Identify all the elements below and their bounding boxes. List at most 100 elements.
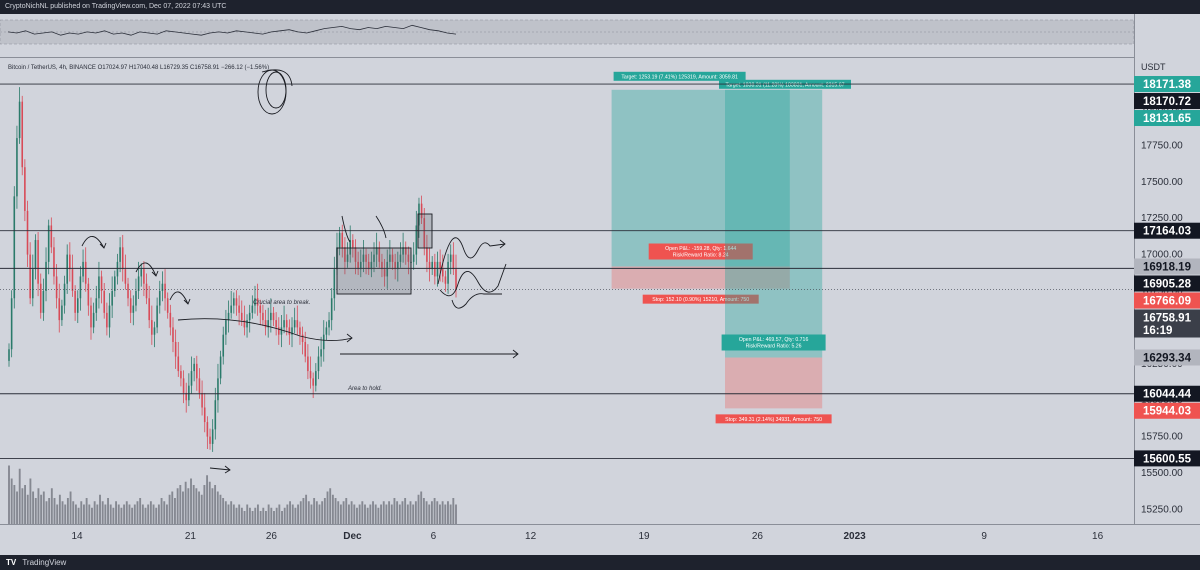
candle-body	[164, 283, 166, 299]
volume-bar	[139, 498, 142, 524]
candle-body	[185, 392, 188, 401]
volume-bar	[144, 507, 147, 524]
candle-body	[140, 269, 143, 277]
volume-bar	[160, 498, 163, 524]
candle-body	[214, 400, 217, 430]
candle-body	[315, 371, 317, 386]
x-tick-label: 6	[431, 531, 437, 542]
candle-body	[100, 276, 103, 291]
candle-body	[8, 349, 10, 361]
volume-bar	[417, 494, 420, 524]
candle-body	[10, 298, 13, 350]
volume-bar	[88, 504, 91, 524]
candle-body	[444, 276, 447, 284]
x-tick-label: 21	[185, 531, 197, 542]
curve-arrow	[177, 318, 353, 341]
volume-bar	[50, 488, 53, 524]
candle-body	[180, 371, 182, 379]
crucial-area-note: Crucial area to break.	[253, 300, 310, 306]
pl-badge	[648, 243, 753, 260]
candle-body	[116, 261, 119, 277]
volume-bar	[428, 504, 431, 524]
candle-body	[156, 305, 158, 328]
volume-bar	[198, 491, 200, 524]
candle-body	[193, 363, 195, 372]
volume-bar	[77, 507, 80, 524]
volume-bar	[64, 504, 67, 524]
candle-body	[344, 247, 346, 262]
volume-bar	[251, 511, 254, 524]
candle-body	[233, 298, 235, 306]
volume-bar	[248, 507, 251, 524]
price-axis-label: 18170.72	[1143, 96, 1191, 108]
volume-bar	[339, 504, 342, 524]
projection-3	[451, 293, 502, 309]
currency-label: USDT	[1141, 62, 1166, 72]
volume-bar	[238, 504, 241, 524]
target-badge	[613, 71, 746, 81]
price-axis-label: 18171.38	[1143, 79, 1192, 91]
y-tick-label: 15250.00	[1141, 504, 1183, 515]
candle-body	[365, 254, 367, 262]
volume-bar	[117, 504, 120, 524]
volume-bar	[8, 465, 10, 524]
publish-header: CryptoNichNL published on TradingView.co…	[0, 0, 1200, 14]
y-tick-label: 17000.00	[1141, 250, 1183, 261]
target-label: Target: 1253.19 (7.41%) 125319, Amount: …	[621, 74, 738, 80]
volume-bar	[45, 501, 48, 524]
candle-body	[24, 167, 26, 211]
chart-canvas[interactable]: USDT Bitcoin / TetherUS, 4h, BINANCE O17…	[0, 14, 1200, 555]
footer-brand: TradingView	[22, 558, 67, 567]
volume-bar	[80, 501, 83, 524]
candle-body	[90, 305, 92, 328]
horizontal-levels[interactable]	[0, 83, 1134, 459]
volume-bar	[361, 501, 364, 524]
projection-2	[439, 263, 507, 297]
oscillator-band	[0, 19, 1135, 45]
candle-body	[309, 371, 312, 379]
candle-body	[219, 356, 222, 379]
price-axis-label: 17164.03	[1143, 226, 1191, 238]
volume-bar	[91, 507, 93, 524]
price-axis-label: 15944.03	[1143, 406, 1191, 418]
symbol-legend: Bitcoin / TetherUS, 4h, BINANCE O17024.9…	[8, 65, 269, 71]
volume-bar	[171, 491, 174, 524]
volume-bar	[404, 498, 407, 524]
profit-zone	[611, 89, 790, 267]
price-axis-label: 15600.55	[1143, 453, 1192, 465]
volume-bar	[291, 504, 294, 524]
volume-bar	[96, 504, 99, 524]
volume-bar	[265, 511, 267, 524]
price-axis-badge	[1134, 402, 1200, 419]
candle-body	[203, 407, 206, 423]
rr-label: Risk/Reward Ratio: 8.24	[673, 253, 729, 259]
volume-bar	[447, 501, 449, 524]
candle-body	[108, 305, 111, 328]
candle-body	[217, 378, 219, 401]
area-to-hold-note: Area to hold.	[347, 386, 382, 392]
volume-bar	[227, 504, 230, 524]
candle-body	[375, 247, 378, 255]
volume-bar	[259, 511, 262, 524]
loss-zone	[725, 357, 823, 409]
price-axis-label: 16293.34	[1143, 353, 1192, 365]
x-tick-label: 9	[981, 531, 987, 542]
candle-body	[386, 261, 389, 277]
candle-body	[251, 305, 254, 313]
volume-bar	[152, 504, 155, 524]
position-tools[interactable]: Target: 1253.19 (7.41%) 125319, Amount: …	[611, 71, 851, 424]
candle-body	[135, 291, 137, 306]
candle-body	[391, 254, 394, 262]
candle-body	[71, 269, 74, 291]
volume-bar	[211, 488, 214, 524]
candle-body	[177, 356, 180, 372]
candle-body	[362, 254, 365, 262]
candle-body	[283, 320, 285, 328]
candle-body	[129, 298, 132, 313]
candle-body	[288, 327, 291, 335]
volume-bar	[401, 501, 404, 524]
volume-bar	[366, 507, 369, 524]
volume-bar	[262, 507, 265, 524]
candle-body	[69, 254, 71, 270]
